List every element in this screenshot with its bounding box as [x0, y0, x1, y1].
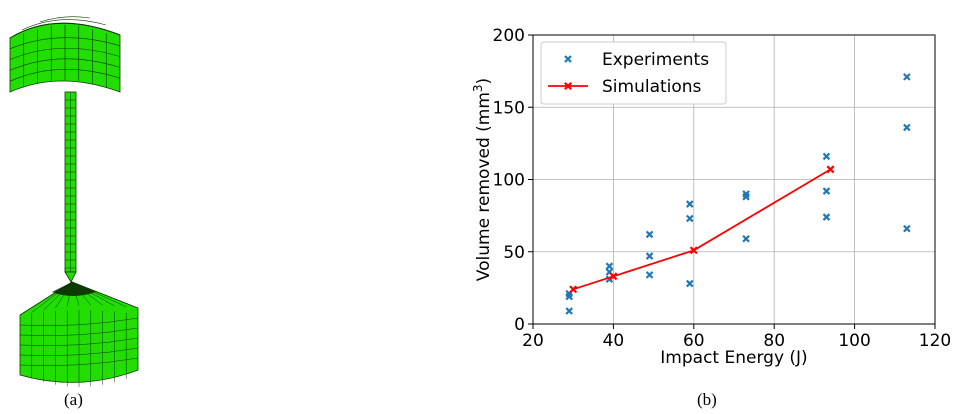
y-tick-label: 150: [493, 98, 525, 118]
experiment-point: [822, 213, 831, 221]
x-tick-label: 60: [683, 331, 705, 351]
caption-a: (a): [64, 390, 83, 409]
experiment-point: [565, 307, 573, 315]
chart-volume-vs-energy: 20 40 60 80 100 120 0 50 100 150 200 Experiments S…: [471, 26, 951, 368]
experiment-point: [645, 271, 654, 279]
x-tick-label: 20: [522, 331, 544, 351]
experiment-point: [605, 262, 614, 270]
experiment-point: [742, 234, 750, 243]
x-tick-label: 100: [838, 331, 870, 351]
y-axis-label-close: ): [474, 78, 494, 85]
fe-mesh-model: [9, 16, 139, 387]
experiment-point: [903, 123, 911, 132]
chart-marks: [565, 73, 911, 315]
experiment-point: [686, 200, 694, 208]
simulation-point: [826, 165, 835, 174]
y-tick-label: 100: [493, 171, 525, 191]
experiment-point: [903, 73, 911, 81]
y-axis-label-superscript: 3: [471, 84, 485, 92]
y-axis-label: Volume removed (mm3): [471, 78, 494, 281]
y-tick-label: 0: [514, 315, 525, 335]
simulation-point: [609, 272, 618, 281]
legend-label-simulations: Simulations: [602, 77, 702, 97]
experiment-point: [903, 224, 911, 233]
legend-marker-experiments: [564, 55, 572, 63]
x-tick-label: 120: [919, 331, 951, 351]
x-axis-label: Impact Energy (J): [660, 348, 807, 368]
axis-ticks: 20 40 60 80 100 120 0 50 100 150 200: [493, 26, 952, 351]
legend: Experiments Simulations: [540, 41, 727, 105]
x-tick-label: 80: [763, 331, 785, 351]
experiment-point: [822, 187, 831, 195]
y-tick-label: 50: [503, 243, 525, 263]
simulation-point: [569, 285, 578, 294]
experiment-point: [686, 214, 694, 223]
simulation-point: [689, 246, 698, 255]
caption-b: (b): [697, 390, 717, 409]
experiment-point: [742, 193, 750, 201]
legend-label-experiments: Experiments: [602, 50, 709, 70]
legend-box: [540, 41, 727, 105]
x-tick-label: 40: [603, 331, 625, 351]
y-axis-label-main: Volume removed (mm: [474, 92, 494, 281]
experiment-point: [822, 152, 831, 161]
simulation-line: [572, 168, 831, 291]
y-tick-label: 200: [493, 26, 525, 46]
experiment-point: [686, 279, 694, 288]
experiment-point: [565, 292, 573, 301]
experiment-point: [645, 230, 654, 239]
legend-marker-simulations: [564, 82, 572, 90]
experiment-point: [645, 252, 654, 260]
